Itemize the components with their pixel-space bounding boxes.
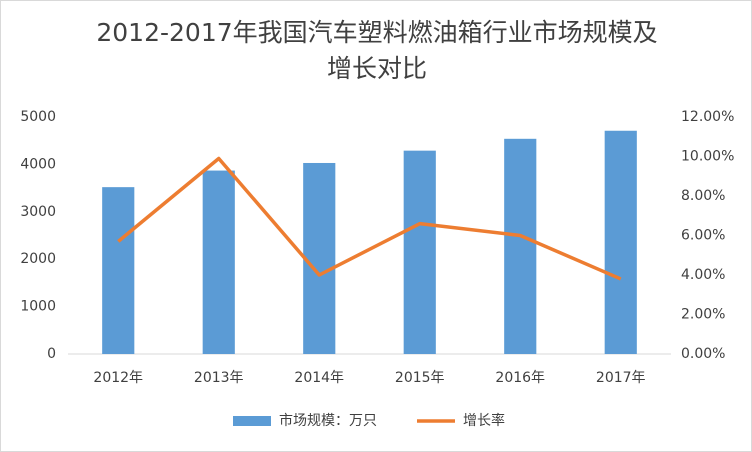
line <box>117 156 622 281</box>
legend-label: 增长率 <box>463 412 505 429</box>
bar <box>303 162 336 354</box>
chart-title: 2012-2017年我国汽车塑料燃油箱行业市场规模及增长对比 <box>96 18 658 83</box>
y-tick-label: 1000 <box>20 299 56 315</box>
x-tick-label: 2015年 <box>395 370 445 386</box>
y2-tick-label: 4.00% <box>681 267 725 283</box>
x-tick-label: 2013年 <box>194 370 244 386</box>
x-tick-label: 2017年 <box>596 370 646 386</box>
y2-tick-label: 2.00% <box>681 307 725 323</box>
y2-tick-label: 12.00% <box>681 109 734 125</box>
x-tick-label: 2014年 <box>294 370 344 386</box>
y2-tick-label: 6.00% <box>681 228 725 244</box>
y-tick-label: 4000 <box>20 156 56 172</box>
y-tick-label: 3000 <box>20 204 56 220</box>
x-tick-label: 2016年 <box>495 370 545 386</box>
legend-swatch <box>233 416 271 426</box>
bar <box>504 138 537 354</box>
y-tick-label: 0 <box>47 346 56 362</box>
y2-tick-label: 0.00% <box>681 346 725 362</box>
x-tick-label: 2012年 <box>93 370 143 386</box>
y-tick-label: 2000 <box>20 251 56 267</box>
bar <box>604 130 637 354</box>
y-tick-label: 5000 <box>20 109 56 125</box>
bar <box>202 170 235 354</box>
bar <box>102 187 135 354</box>
bar <box>403 150 436 354</box>
y2-tick-label: 8.00% <box>681 188 725 204</box>
legend-label: 市场规模：万只 <box>279 412 377 429</box>
y2-tick-label: 10.00% <box>681 149 734 165</box>
